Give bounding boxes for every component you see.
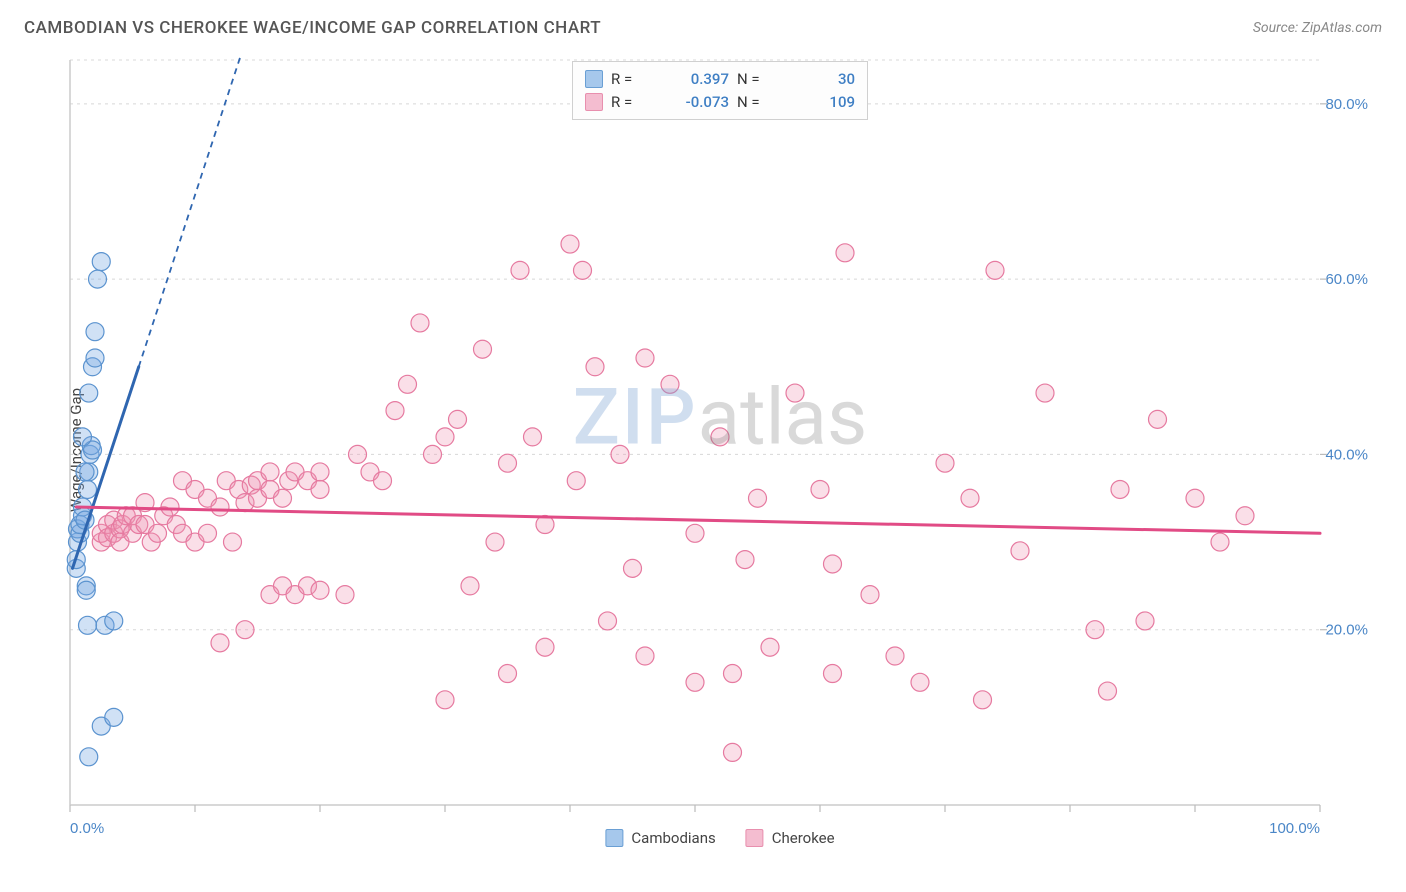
svg-text:60.0%: 60.0% bbox=[1325, 271, 1368, 288]
chart-source: Source: ZipAtlas.com bbox=[1253, 20, 1382, 36]
r-value-cambodians: 0.397 bbox=[659, 68, 729, 91]
svg-text:0.0%: 0.0% bbox=[70, 820, 104, 837]
scatter-plot: 20.0%40.0%60.0%80.0%0.0%100.0% ZIPatlas … bbox=[60, 55, 1380, 845]
r-label: R = bbox=[611, 91, 651, 114]
svg-text:20.0%: 20.0% bbox=[1325, 622, 1368, 639]
legend-row-cambodians: R = 0.397 N = 30 bbox=[585, 68, 855, 91]
legend-item-cherokee: Cherokee bbox=[746, 829, 835, 847]
legend-row-cherokee: R = -0.073 N = 109 bbox=[585, 91, 855, 114]
r-value-cherokee: -0.073 bbox=[659, 91, 729, 114]
chart-title: CAMBODIAN VS CHEROKEE WAGE/INCOME GAP CO… bbox=[24, 18, 601, 38]
legend-label-cherokee: Cherokee bbox=[772, 829, 835, 847]
correlation-legend: R = 0.397 N = 30 R = -0.073 N = 109 bbox=[572, 61, 868, 120]
svg-text:40.0%: 40.0% bbox=[1325, 446, 1368, 463]
legend-swatch-cambodians bbox=[605, 829, 623, 847]
n-label: N = bbox=[737, 91, 777, 114]
legend-swatch-cherokee bbox=[585, 93, 603, 111]
svg-text:100.0%: 100.0% bbox=[1269, 820, 1320, 837]
n-value-cherokee: 109 bbox=[785, 91, 855, 114]
legend-item-cambodians: Cambodians bbox=[605, 829, 715, 847]
legend-label-cambodians: Cambodians bbox=[631, 829, 715, 847]
legend-swatch-cherokee bbox=[746, 829, 764, 847]
svg-text:80.0%: 80.0% bbox=[1325, 96, 1368, 113]
r-label: R = bbox=[611, 68, 651, 91]
legend-swatch-cambodians bbox=[585, 70, 603, 88]
series-legend: Cambodians Cherokee bbox=[605, 829, 834, 847]
n-label: N = bbox=[737, 68, 777, 91]
plot-svg: 20.0% 40.0% 60.0% 80.0% 0.0% 100.0% bbox=[60, 55, 1380, 845]
chart-container: Wage/Income Gap 20.0%40.0%60.0%80.0%0.0%… bbox=[22, 55, 1382, 845]
n-value-cambodians: 30 bbox=[785, 68, 855, 91]
